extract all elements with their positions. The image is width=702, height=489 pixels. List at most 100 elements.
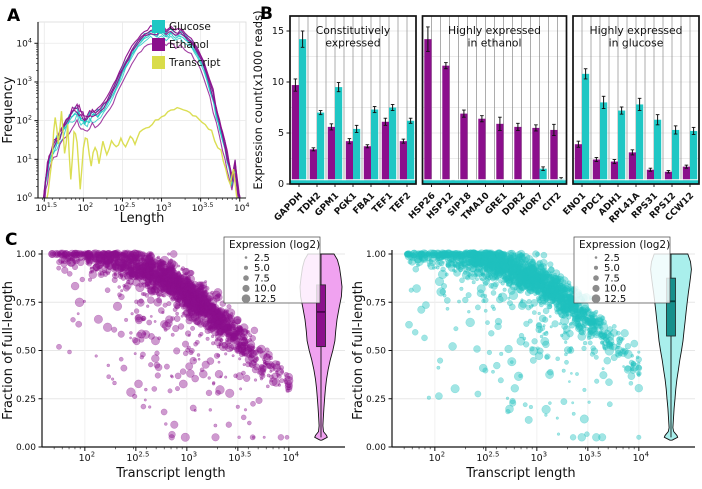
tick-label: 103 [16, 75, 32, 88]
legend-swatch-glucose [152, 20, 165, 33]
size-legend-label: 5.0 [254, 263, 270, 274]
tick-label: 102.5 [126, 451, 149, 464]
section-title-line: expressed [325, 37, 380, 50]
y-tick-label: 15 [272, 26, 284, 37]
tick-label: 102 [16, 114, 32, 127]
size-legend-dot [593, 275, 599, 281]
bar-ADH1-ethanol [610, 161, 618, 184]
frequency-curves [42, 24, 241, 198]
bar-RPL41A-ethanol [628, 152, 636, 184]
tick-label: 102.5 [476, 451, 499, 464]
y-tick-label: 0.00 [16, 443, 36, 453]
y-tick-label: 5 [278, 128, 284, 139]
curve-glucose-3 [44, 35, 240, 198]
size-legend-label: 10.0 [254, 284, 276, 295]
tick-label: 103.5 [228, 451, 251, 464]
tick-label: 102 [78, 201, 94, 214]
y-tick-label: 10 [272, 77, 284, 88]
size-legend-label: 10.0 [604, 284, 626, 295]
tick-label: 102 [429, 451, 445, 464]
curve-transcript-0 [46, 106, 239, 198]
panel-frame [289, 15, 417, 185]
bar-CCW12-glucose [690, 130, 698, 184]
y-tick-label: 0 [278, 179, 284, 190]
plot-area: 0.00 0.25 0.50 0.75 1.00 102 102.5 103 103.5 104 [16, 249, 345, 464]
size-legend-label: 5.0 [604, 263, 620, 274]
bar-ENO1-glucose [582, 73, 590, 184]
bar-GPM1-ethanol [327, 126, 335, 184]
panel-c-label: C [5, 230, 18, 250]
size-legend-dot [594, 256, 598, 259]
curve-ethanol-1 [42, 27, 241, 198]
tick-label: 104 [16, 36, 32, 49]
y-tick-label: 0.50 [16, 347, 36, 357]
legend-swatch-ethanol [152, 38, 165, 51]
size-legend-label: 7.5 [604, 273, 620, 284]
bar-PDC1-ethanol [592, 159, 600, 184]
section-title-line: Highly expressed [590, 24, 683, 37]
bar-RPS31-glucose [654, 119, 662, 184]
bar-TDH2-glucose [317, 112, 325, 184]
tick-label: 104 [283, 451, 299, 464]
bar-FBA1-ethanol [363, 146, 371, 184]
panel-c-left-scatter-chart: 0.00 0.25 0.50 0.75 1.00 102 102.5 103 103.5 104 T… [1, 236, 345, 481]
tick-label: 102.5 [114, 201, 136, 214]
section-title-line: Highly expressed [448, 24, 541, 37]
bar-GAPDH-glucose [299, 39, 307, 184]
bar-RPS12-ethanol [664, 171, 672, 184]
x-axis-label: Transcript length [465, 466, 575, 481]
panel-a-label: A [7, 6, 21, 26]
bar-SIP18-ethanol [460, 113, 468, 184]
x-axis-label: Transcript length [115, 466, 225, 481]
tick-label: 103.5 [578, 451, 601, 464]
bar-RPL41A-glucose [636, 104, 644, 184]
y-axis-label: Fraction of full-length [351, 281, 366, 420]
bar-GPM1-glucose [335, 87, 343, 184]
section-title-line: in glucose [609, 37, 664, 50]
tick-label: 103 [531, 451, 547, 464]
bar-ENO1-ethanol [574, 144, 582, 184]
bar-HSP26-ethanol [424, 39, 432, 184]
panel-frame [572, 15, 700, 185]
legend-label-glucose: Glucose [169, 21, 211, 33]
bar-TEF1-ethanol [381, 121, 389, 184]
baseline-strip [290, 180, 416, 184]
bar-RPS12-glucose [672, 129, 680, 184]
y-tick-label: 1.00 [16, 250, 36, 260]
bar-TEF2-ethanol [399, 141, 407, 184]
size-legend-dot [243, 275, 249, 281]
bar-HOR7-ethanol [532, 127, 540, 184]
section-title-line: in ethanol [467, 37, 521, 50]
panel-b-y-axis-label: Expression count(x1000 reads) [251, 10, 265, 189]
tick-label: 101.5 [35, 201, 57, 214]
size-legend-dot [243, 265, 249, 270]
bar-TMA10-ethanol [478, 118, 486, 184]
gene-label-CIT2: CIT2 [541, 191, 564, 214]
size-legend: Expression (log2) 2.55.07.510.012.5 [223, 236, 321, 305]
size-legend-dot [592, 284, 600, 292]
tick-label: 104 [234, 201, 250, 214]
panel-a-y-axis-label: Frequency [1, 76, 16, 143]
bars [574, 68, 698, 184]
y-tick-label: 0.75 [366, 298, 386, 308]
plot-area: 101.5 102 102.5 103 103.5 104 100 101 102 103 104 [16, 21, 250, 214]
size-legend-dot [241, 294, 251, 303]
bar-PDC1-glucose [600, 102, 608, 184]
panel-b-label: B [260, 4, 273, 24]
curve-ethanol-3 [44, 40, 239, 198]
bars [291, 30, 415, 184]
plot-area: 0.00 0.25 0.50 0.75 1.00 102 102.5 103 103.5 104 [366, 249, 695, 464]
tick-label: 104 [633, 451, 649, 464]
bar-FBA1-glucose [371, 109, 379, 184]
legend-label-ethanol: Ethanol [169, 39, 209, 51]
bar-TEF2-glucose [407, 120, 415, 184]
y-tick-label: 0.50 [366, 347, 386, 357]
bar-GAPDH-ethanol [291, 85, 299, 184]
box-plot [316, 284, 326, 348]
y-axis-label: Fraction of full-length [1, 281, 16, 420]
y-tick-label: 1.00 [366, 250, 386, 260]
size-legend-label: 12.5 [254, 294, 276, 305]
bar-TDH2-ethanol [309, 149, 317, 184]
